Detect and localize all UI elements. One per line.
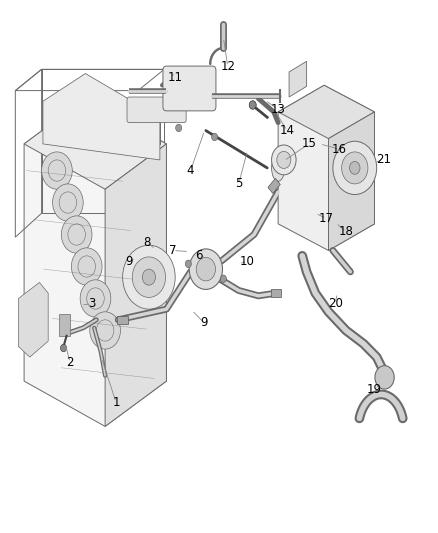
Polygon shape: [289, 61, 307, 97]
Text: 2: 2: [66, 356, 74, 369]
Circle shape: [350, 161, 360, 174]
Circle shape: [71, 248, 102, 285]
Text: 1: 1: [112, 396, 120, 409]
FancyBboxPatch shape: [127, 97, 186, 123]
Text: 17: 17: [319, 212, 334, 225]
Text: 10: 10: [240, 255, 255, 268]
Bar: [271, 289, 281, 297]
Text: 9: 9: [125, 255, 133, 268]
Circle shape: [249, 101, 256, 109]
Circle shape: [220, 275, 226, 282]
Text: 9: 9: [200, 316, 208, 329]
Text: 4: 4: [187, 164, 194, 177]
Circle shape: [212, 133, 218, 141]
Text: 21: 21: [376, 154, 391, 166]
Circle shape: [132, 257, 166, 297]
Text: 5: 5: [235, 177, 242, 190]
Circle shape: [196, 257, 215, 281]
Circle shape: [80, 280, 111, 317]
Bar: [117, 316, 128, 324]
Text: 13: 13: [271, 103, 286, 116]
Circle shape: [60, 344, 67, 352]
Text: 7: 7: [169, 244, 177, 257]
Circle shape: [277, 151, 291, 168]
Text: 20: 20: [328, 297, 343, 310]
Circle shape: [142, 269, 155, 285]
Polygon shape: [278, 85, 374, 139]
Circle shape: [189, 249, 223, 289]
Text: 18: 18: [339, 225, 353, 238]
Text: 8: 8: [143, 236, 150, 249]
Polygon shape: [328, 112, 374, 251]
Circle shape: [61, 216, 92, 253]
Circle shape: [333, 141, 377, 195]
Polygon shape: [24, 99, 166, 426]
Text: 15: 15: [301, 138, 316, 150]
Circle shape: [342, 152, 368, 184]
Circle shape: [123, 245, 175, 309]
Circle shape: [375, 366, 394, 389]
Text: 12: 12: [220, 60, 235, 73]
Bar: [268, 179, 280, 193]
Polygon shape: [18, 282, 48, 357]
Text: 11: 11: [168, 71, 183, 84]
Circle shape: [42, 152, 72, 189]
Polygon shape: [43, 74, 160, 160]
Polygon shape: [278, 85, 374, 251]
Circle shape: [272, 145, 296, 175]
Circle shape: [185, 260, 191, 268]
Bar: [59, 314, 70, 336]
Text: 16: 16: [332, 143, 347, 156]
Circle shape: [53, 184, 83, 221]
Text: 3: 3: [88, 297, 95, 310]
Circle shape: [176, 124, 182, 132]
Ellipse shape: [272, 155, 285, 181]
Polygon shape: [24, 99, 166, 189]
Circle shape: [90, 312, 120, 349]
Text: 14: 14: [279, 124, 294, 137]
Text: 19: 19: [367, 383, 382, 395]
Text: 6: 6: [195, 249, 203, 262]
Polygon shape: [105, 144, 166, 426]
FancyBboxPatch shape: [163, 66, 216, 111]
